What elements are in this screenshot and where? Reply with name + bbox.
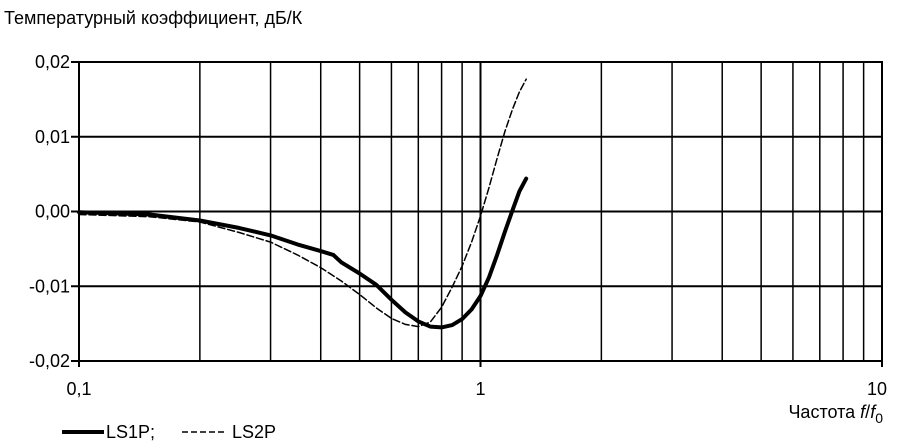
y-axis-title: Температурный коэффициент, дБ/К (4, 8, 303, 28)
y-tick-label: -0,01 (29, 276, 70, 296)
series-line-ls1p (77, 176, 529, 330)
y-tick-label: -0,02 (29, 351, 70, 371)
x-axis-title-prefix: Частота (788, 402, 860, 422)
x-tick-labels: 0,1 1 10 (66, 361, 887, 399)
x-tick-label: 10 (867, 379, 887, 399)
x-axis-title-slash: / (865, 402, 870, 422)
legend-label-ls1p: LS1P; (106, 422, 155, 441)
series-line-ls2p (78, 78, 527, 328)
y-tick-labels: 0,02 0,01 0,00 -0,01 -0,02 (29, 52, 79, 371)
y-tick-label: 0,02 (35, 52, 70, 72)
x-axis-title-sub: 0 (875, 410, 883, 426)
x-tick-label: 0,1 (66, 379, 91, 399)
y-tick-label: 0,00 (35, 202, 70, 222)
legend: LS1P; LS2P (62, 422, 276, 441)
x-axis-title: Частота f/f0 (788, 402, 883, 426)
legend-label-ls2p: LS2P (232, 422, 276, 441)
grid (78, 61, 882, 362)
x-tick-label: 1 (475, 379, 485, 399)
y-tick-label: 0,01 (35, 127, 70, 147)
series-lines (77, 78, 529, 330)
x-axis-title-f: f (860, 402, 867, 422)
x-axis-title-f0: f (870, 402, 877, 422)
